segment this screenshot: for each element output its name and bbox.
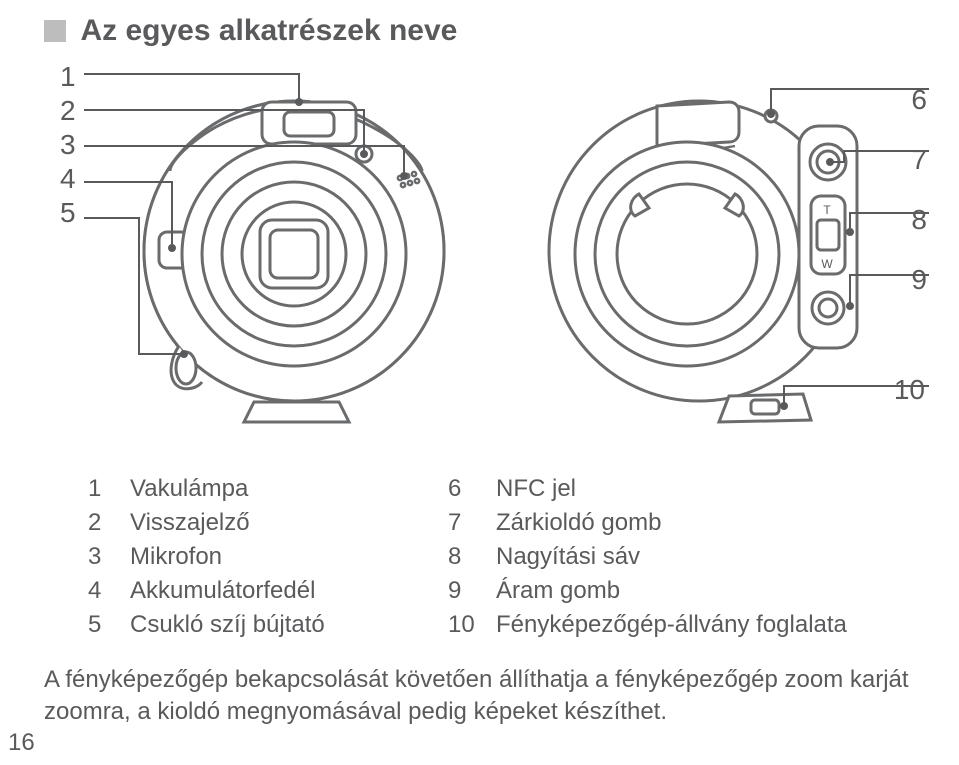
bullet-icon: [44, 20, 66, 42]
cell-num: 1: [44, 472, 130, 506]
section-header: Az egyes alkatrészek neve: [44, 14, 927, 48]
table-row: 5 Csukló szíj bújtató 10 Fényképezőgép-á…: [44, 608, 927, 642]
table-row: 1 Vakulámpa 6 NFC jel: [44, 472, 927, 506]
page-number: 16: [8, 729, 35, 757]
cell-name: NFC jel: [496, 472, 927, 506]
parts-diagram: 1 2 3 4 5 6 7 8 9 10: [44, 54, 927, 464]
cell-name: Vakulámpa: [130, 472, 428, 506]
table-row: 2 Visszajelző 7 Zárkioldó gomb: [44, 506, 927, 540]
table-row: 4 Akkumulátorfedél 9 Áram gomb: [44, 574, 927, 608]
cell-num: 6: [428, 472, 496, 506]
leader-lines: [44, 54, 944, 464]
parts-table: 1 Vakulámpa 6 NFC jel 2 Visszajelző 7 Zá…: [44, 472, 927, 642]
section-title: Az egyes alkatrészek neve: [80, 14, 457, 47]
table-row: 3 Mikrofon 8 Nagyítási sáv: [44, 540, 927, 574]
page: Az egyes alkatrészek neve 1 2 3 4 5 6 7 …: [0, 0, 959, 765]
paragraph: A fényképezőgép bekapcsolását követően á…: [44, 664, 927, 727]
